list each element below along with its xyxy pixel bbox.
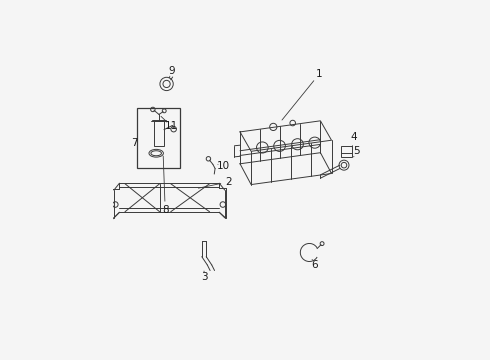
- Text: 3: 3: [201, 273, 208, 283]
- Text: 6: 6: [312, 260, 318, 270]
- Text: 5: 5: [353, 146, 360, 156]
- Text: 4: 4: [351, 132, 357, 143]
- Text: 10: 10: [217, 161, 230, 171]
- Text: 1: 1: [316, 69, 322, 79]
- Bar: [138, 108, 180, 168]
- Text: 2: 2: [225, 177, 232, 187]
- Text: 7: 7: [131, 138, 138, 148]
- Bar: [154, 121, 164, 146]
- Text: 9: 9: [168, 66, 175, 76]
- Bar: [341, 146, 352, 157]
- Text: 11: 11: [165, 121, 178, 131]
- Text: 8: 8: [162, 204, 169, 215]
